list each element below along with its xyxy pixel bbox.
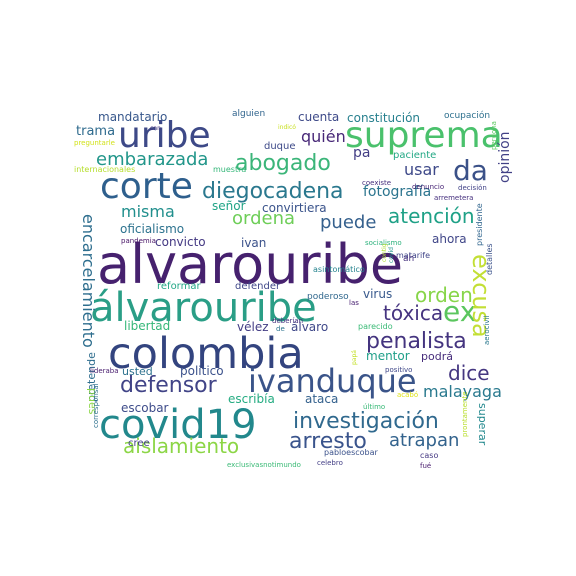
word-ex: ex [443, 295, 477, 328]
word-escobar: escobar [121, 401, 169, 415]
word-da: da [453, 154, 488, 187]
word-convicto: convicto [155, 235, 206, 249]
word-velez: vélez [237, 320, 269, 334]
word-arresto: arresto [289, 429, 367, 454]
word-detalles: detalles [485, 243, 494, 275]
word-defensor: defensor [120, 373, 217, 398]
word-alguien: alguien [232, 109, 266, 119]
word-ultimo: último [363, 403, 386, 411]
word-prontamente: prontamente [461, 391, 469, 437]
word-superar: superar [476, 403, 489, 446]
word-ivan: ivan [241, 236, 267, 250]
word-constitucion: constitución [347, 111, 421, 125]
word-deberian: deberían [272, 317, 304, 325]
word-ataca: ataca [305, 392, 339, 406]
word-atencion: atención [388, 204, 475, 228]
word-usar: usar [404, 160, 439, 179]
word-podra: podrá [421, 350, 453, 363]
word-orden: orden [415, 283, 473, 307]
word-cuenta: cuenta [298, 110, 340, 124]
word-cree: cree [128, 438, 150, 449]
word-reformar: reformar [157, 281, 201, 292]
word-covid19: covid19 [99, 402, 257, 448]
word-acabo: acabó [397, 391, 419, 399]
word-investigacion: investigación [293, 409, 439, 434]
word-usted: usted [122, 365, 153, 378]
word-fotografia: fotografía [363, 184, 432, 200]
word-decision: decisión [458, 184, 487, 192]
word-senor: señor [212, 199, 246, 213]
word-parecido: parecido [358, 322, 393, 331]
word-trama: trama [76, 124, 116, 139]
word-perdona: perdona [490, 121, 498, 150]
word-atrapan: atrapan [389, 430, 460, 451]
word-uribe: uribe [118, 115, 211, 156]
word-socialismo: socialismo [365, 239, 402, 247]
word-de: de [276, 325, 285, 333]
word-alvarouribe: alvarouribe [97, 233, 404, 296]
word-covid: covid [388, 247, 395, 263]
word-malayaga: malayaga [423, 382, 502, 401]
word-alvaro: álvaro [291, 320, 329, 334]
word-lideraba: lideraba [90, 367, 119, 375]
word-abogado: abogado [235, 151, 331, 176]
word-coexiste: coexiste [362, 179, 392, 187]
word-toxica: tóxica [383, 301, 444, 325]
word-puede: puede [320, 212, 377, 233]
word-opinion: opinión [497, 131, 513, 183]
word-aislamiento: aislamiento [123, 434, 240, 458]
word-asintomatico: asintomático [313, 265, 365, 274]
word-ocupacion: ocupación [444, 111, 491, 121]
word-denuncio: denuncio [412, 183, 445, 191]
word-ah: ah [403, 254, 415, 264]
word-encarcelamiento: encarcelamiento [79, 214, 98, 348]
word-aerocivil: aerocivil [483, 315, 491, 345]
word-duque: duque [264, 141, 296, 152]
word-convirtiera: convirtiera [262, 201, 327, 215]
word-quien: quién [301, 127, 346, 146]
word-corresponsal: corresponsal [92, 383, 100, 428]
word-defender: defender [235, 281, 281, 292]
word-celebro: celebro [317, 459, 343, 467]
word-muestra: muestra [213, 165, 247, 174]
word-virus: virus [363, 287, 393, 301]
word-preguntarle: preguntarle [74, 139, 115, 147]
word-corte: corte [100, 166, 193, 207]
word-exclusivasnotimundo: exclusivasnotimundo [227, 461, 301, 469]
word-colombia: colombia [108, 329, 304, 379]
word-dice: dice [448, 361, 490, 385]
word-ivanduque: ivanduque [248, 362, 417, 400]
word-mandatario: mandatario [98, 110, 168, 124]
word-diegocadena: diegocadena [202, 179, 344, 204]
word-misma: misma [121, 202, 175, 221]
word-matarife: matarife [396, 251, 430, 260]
word-papa: papá [351, 350, 358, 365]
word-penalista: penalista [366, 329, 467, 354]
word-embarazada: embarazada [96, 149, 209, 170]
word-libertad: libertad [124, 319, 171, 333]
word-las: las [349, 299, 359, 307]
word-paciente: paciente [393, 150, 437, 161]
word-pa: pa [353, 145, 371, 161]
word-mentor: mentor [366, 349, 410, 363]
word-internacionales: internacionales [74, 165, 136, 174]
word-indico: indicó [278, 124, 296, 131]
word-positivo: positivo [385, 366, 413, 374]
word-ahora: ahora [432, 232, 467, 246]
word-suprema: suprema [345, 115, 503, 156]
word-politico: politico [180, 364, 224, 378]
word-oficialismo: oficialismo [120, 222, 185, 236]
word-pandemia: pandemia [121, 237, 156, 245]
word-ordena: ordena [232, 208, 296, 229]
word-arremetera: arremetera [434, 194, 474, 202]
word-alvarouribe-accent: álvarouribe [90, 285, 317, 331]
word-cnn: cnn [150, 125, 161, 132]
word-fue: fué [420, 462, 432, 470]
word-escribia: escribía [228, 392, 275, 406]
word-pabloescobar: pabloescobar [324, 448, 378, 457]
word-caso: caso [420, 451, 439, 460]
word-poderoso: poderoso [307, 292, 349, 302]
word-presidente: presidente [475, 203, 484, 246]
